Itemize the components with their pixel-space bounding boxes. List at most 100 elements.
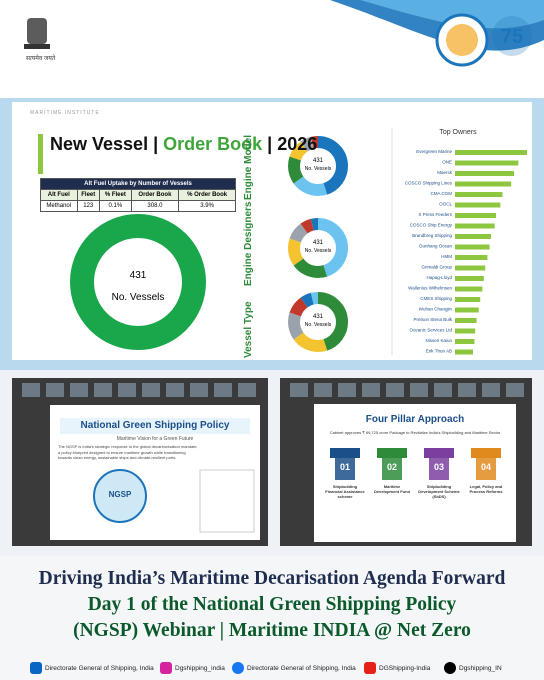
- facebook-icon: [232, 662, 244, 674]
- bar: [455, 160, 519, 166]
- pillar: [424, 448, 454, 458]
- pillar-column: [382, 458, 402, 480]
- table-header: Fleet: [76, 189, 100, 201]
- donut-segment: [288, 136, 348, 196]
- linkedin-icon: [30, 662, 42, 674]
- social-handle[interactable]: Dgshipping_IN: [459, 665, 502, 672]
- pillar-label: Legal, Policy and Process Reforms: [469, 484, 503, 494]
- slide-body: The NGSP is India's strategic response t…: [58, 444, 198, 461]
- bar: [455, 234, 491, 239]
- bar: [455, 307, 479, 313]
- donut-segment: [288, 218, 348, 278]
- donut-segment: [288, 292, 348, 352]
- table-header: % Order Book: [178, 189, 236, 201]
- owners-title: Top Owners: [439, 129, 477, 136]
- slide-center: NGSP: [108, 490, 132, 499]
- emblem: [24, 18, 50, 49]
- donut-value: 431: [312, 158, 323, 164]
- bar: [455, 192, 503, 197]
- social-handle[interactable]: Dgshipping_india: [175, 665, 225, 672]
- table-title: Alt Fuel Uptake by Number of Vessels: [40, 178, 236, 190]
- pillar-number: 04: [480, 462, 491, 472]
- bar: [455, 255, 488, 260]
- caption-line: (NGSP) Webinar | Maritime INDIA @ Net Ze…: [73, 620, 471, 641]
- bar: [455, 223, 495, 229]
- owner-label: Pretson Stena Bulk: [413, 317, 452, 322]
- owner-label: X Press Feeders: [418, 212, 452, 217]
- owner-label: Wallenius Wilhelmsen: [408, 286, 452, 291]
- caption-line: Day 1 of the National Green Shipping Pol…: [87, 594, 457, 615]
- owner-label: Dunhang Ocean: [419, 244, 452, 249]
- owner-label: Erik Thun AB: [426, 349, 452, 354]
- pillar-number: 03: [433, 462, 444, 472]
- table-header: % Fleet: [98, 189, 132, 201]
- slide-title: Four Pillar Approach: [365, 414, 465, 425]
- social-handle[interactable]: Directorate General of Shipping, India: [45, 665, 154, 672]
- bar: [455, 349, 473, 355]
- bar: [455, 286, 483, 292]
- slide-title: National Green Shipping Policy: [80, 420, 230, 431]
- x-icon: [444, 662, 456, 674]
- title-part: Order Book: [163, 134, 263, 154]
- table-header: Order Book: [130, 189, 180, 201]
- donut-value: 431: [129, 270, 147, 281]
- bar: [455, 202, 501, 208]
- pillar-label: Maritime Development Fund: [373, 484, 410, 494]
- owner-label: OOCL: [439, 202, 452, 207]
- pillar-column: [335, 458, 355, 480]
- table-cell: Methanol: [40, 200, 78, 212]
- table-header: Alt Fuel: [40, 189, 78, 201]
- donut-value: 431: [312, 314, 323, 320]
- pillar-label: Shipbuilding Development Scheme (SbDS): [418, 484, 460, 499]
- section-label: Vessel Type: [243, 301, 254, 358]
- bar: [455, 171, 515, 176]
- owner-label: COSCO Shipping Lines: [405, 181, 453, 186]
- owner-label: Oceanic Services Ltd: [409, 328, 452, 333]
- svg-text:75: 75: [501, 26, 523, 48]
- donut-label: No. Vessels: [304, 248, 332, 254]
- caption-line: Driving India’s Maritime Decarisation Ag…: [38, 568, 506, 589]
- table-cell: 0.1%: [98, 200, 132, 212]
- table-cell: 308.0: [130, 200, 180, 212]
- donut-segment: [288, 218, 348, 278]
- donut-label: No. Vessels: [304, 166, 332, 172]
- table-cell: 3.9%: [178, 200, 236, 212]
- pillar-number: 02: [386, 462, 397, 472]
- owner-label: HMM: [441, 254, 452, 259]
- bar: [455, 328, 476, 334]
- social-handle[interactable]: DGShipping-India: [379, 665, 431, 672]
- owner-label: Brandbreg Shipping: [412, 233, 452, 238]
- pillar-number: 01: [339, 462, 350, 472]
- bar: [455, 265, 486, 271]
- owner-label: Hapag-Lloyd: [426, 275, 452, 280]
- title-part: | 2026: [267, 134, 318, 154]
- pillar-column: [476, 458, 496, 480]
- main-donut: [70, 214, 206, 350]
- title-part: New Vessel |: [50, 134, 159, 154]
- pillar: [471, 448, 501, 458]
- table-cell: 123: [76, 200, 100, 212]
- bar: [455, 181, 512, 187]
- bar: [455, 297, 481, 302]
- donut-segment: [288, 136, 348, 196]
- owner-label: Nissen Kaiun: [425, 338, 452, 343]
- fuel-table: Alt Fuel Uptake by Number of Vessels Alt…: [40, 178, 236, 212]
- bar: [455, 339, 475, 344]
- owner-label: Maersk: [437, 170, 453, 175]
- bar: [455, 213, 497, 218]
- donut-segment: [288, 292, 348, 352]
- pillar: [377, 448, 407, 458]
- bar: [455, 150, 527, 155]
- owner-label: COSCO Ship Energy: [410, 223, 453, 228]
- bar: [455, 244, 490, 250]
- emblem-motto: सत्यमेव जयते: [26, 56, 56, 62]
- section-label: Engine Designers: [243, 201, 254, 286]
- donut-segment: [288, 136, 348, 196]
- slide-subtitle: Maritime Vision for a Green Future: [116, 436, 194, 442]
- social-handle[interactable]: Directorate General of Shipping, India: [247, 665, 356, 672]
- slide-intro: Cabinet approves ₹ 69,725 crore Package …: [329, 430, 501, 435]
- institute: MARITIME INSTITUTE: [30, 110, 100, 116]
- owner-label: Wuhan Changjin: [419, 307, 453, 312]
